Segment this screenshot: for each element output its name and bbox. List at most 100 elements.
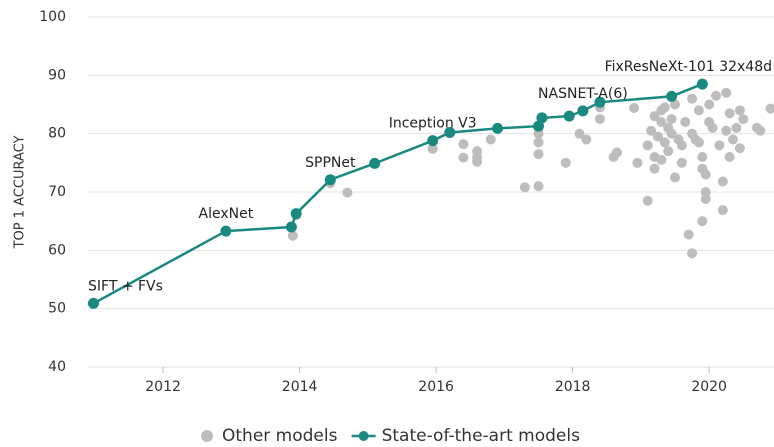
- scatter-point: [676, 140, 687, 151]
- legend-label: Other models: [222, 426, 338, 446]
- y-tick-label: 90: [48, 67, 66, 83]
- scatter-point: [533, 181, 544, 192]
- scatter-point: [683, 229, 694, 240]
- x-tick-label: 2018: [555, 379, 591, 395]
- legend-label: State-of-the-art models: [382, 426, 580, 446]
- scatter-point: [670, 172, 681, 183]
- scatter-point: [697, 152, 708, 162]
- y-tick-label: 50: [48, 301, 66, 317]
- y-tick-label: 70: [48, 184, 66, 200]
- scatter-point: [724, 152, 735, 162]
- legend-marker: [358, 431, 369, 441]
- scatter-point: [632, 157, 643, 168]
- scatter-point: [656, 105, 667, 116]
- scatter-point: [707, 122, 718, 133]
- x-tick-label: 2014: [282, 379, 318, 395]
- point-label: SPPNet: [305, 155, 356, 171]
- x-tick-label: 2020: [691, 379, 727, 395]
- sota-point: [696, 78, 708, 90]
- scatter-point: [652, 131, 663, 142]
- scatter-point: [693, 137, 704, 148]
- y-tick-label: 60: [48, 242, 66, 258]
- sota-point: [594, 96, 606, 108]
- scatter-point: [646, 125, 657, 136]
- scatter-point: [676, 157, 687, 168]
- scatter-point: [724, 108, 735, 119]
- sota-point: [536, 112, 548, 124]
- sota-point: [427, 135, 439, 147]
- scatter-point: [649, 163, 660, 174]
- scatter-point: [663, 146, 674, 157]
- scatter-point: [755, 125, 766, 136]
- scatter-point: [472, 156, 483, 167]
- scatter-point: [629, 103, 640, 113]
- sota-point: [666, 90, 678, 102]
- scatter-point: [485, 134, 496, 145]
- scatter-point: [458, 139, 469, 150]
- scatter-point: [734, 105, 745, 116]
- scatter-point: [721, 87, 732, 98]
- scatter-point: [519, 182, 530, 193]
- scatter-point: [533, 149, 544, 160]
- sota-point: [290, 208, 302, 220]
- scatter-point: [581, 134, 592, 145]
- point-label: NASNET-A(6): [538, 86, 628, 102]
- scatter-point: [656, 154, 667, 165]
- scatter-point: [656, 117, 667, 127]
- scatter-point: [666, 114, 677, 125]
- scatter-point: [714, 140, 725, 151]
- legend-marker: [201, 430, 213, 442]
- sota-point: [577, 105, 589, 117]
- scatter-point: [612, 147, 623, 158]
- scatter-point: [687, 248, 698, 259]
- scatter-point: [574, 128, 585, 139]
- scatter-point: [687, 128, 698, 139]
- scatter-point: [642, 140, 653, 151]
- point-label: Inception V3: [389, 116, 477, 132]
- sota-line: [92, 82, 703, 305]
- scatter-point: [700, 194, 711, 204]
- scatter-point: [728, 134, 739, 145]
- scatter-point: [687, 93, 698, 104]
- scatter-point: [710, 90, 721, 101]
- scatter-point: [642, 195, 653, 206]
- scatter-point: [287, 230, 298, 241]
- scatter-point: [659, 137, 670, 148]
- scatter-point: [700, 187, 711, 197]
- point-label: FixResNeXt-101 32x48d: [605, 59, 772, 75]
- scatter-point: [717, 176, 728, 187]
- sota-point: [87, 297, 99, 309]
- scatter-point: [458, 152, 469, 163]
- scatter-point: [704, 99, 715, 110]
- scatter-point: [666, 128, 677, 139]
- sota-point: [324, 174, 336, 186]
- scatter-point: [697, 216, 708, 227]
- scatter-point: [680, 117, 691, 127]
- point-label: SIFT + FVs: [88, 278, 163, 294]
- sota-point: [563, 110, 575, 122]
- scatter-point: [731, 122, 742, 133]
- scatter-point: [649, 111, 660, 122]
- scatter-point: [765, 103, 774, 114]
- x-tick-label: 2012: [145, 379, 181, 395]
- point-label: AlexNet: [199, 206, 254, 222]
- scatter-point: [721, 125, 732, 136]
- y-axis-label: TOP 1 ACCURACY: [13, 136, 28, 250]
- scatter-point: [738, 114, 749, 125]
- x-tick-label: 2016: [418, 379, 454, 395]
- sota-point: [444, 127, 456, 138]
- y-tick-label: 40: [48, 359, 66, 375]
- scatter-point: [533, 137, 544, 148]
- scatter-point: [717, 205, 728, 216]
- scatter-point: [670, 99, 681, 110]
- scatter-point: [427, 143, 438, 154]
- y-tick-label: 80: [48, 126, 66, 142]
- scatter-point: [342, 187, 353, 198]
- sota-point: [285, 221, 297, 233]
- legend: Other models State-of-the-art models: [201, 426, 580, 446]
- scatter-point: [693, 105, 704, 116]
- sota-point: [220, 225, 232, 237]
- sota-point: [492, 122, 504, 134]
- scatter-point: [734, 143, 745, 154]
